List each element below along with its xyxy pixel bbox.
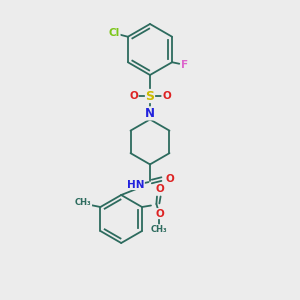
Text: O: O xyxy=(155,208,164,219)
Text: CH₃: CH₃ xyxy=(75,198,92,207)
Text: O: O xyxy=(129,91,138,101)
Text: S: S xyxy=(146,89,154,103)
Text: O: O xyxy=(162,91,171,101)
Text: O: O xyxy=(165,173,174,184)
Text: N: N xyxy=(145,107,155,120)
Text: F: F xyxy=(181,60,188,70)
Text: CH₃: CH₃ xyxy=(151,225,168,234)
Text: HN: HN xyxy=(127,179,144,190)
Text: O: O xyxy=(155,184,164,194)
Text: Cl: Cl xyxy=(109,28,120,38)
